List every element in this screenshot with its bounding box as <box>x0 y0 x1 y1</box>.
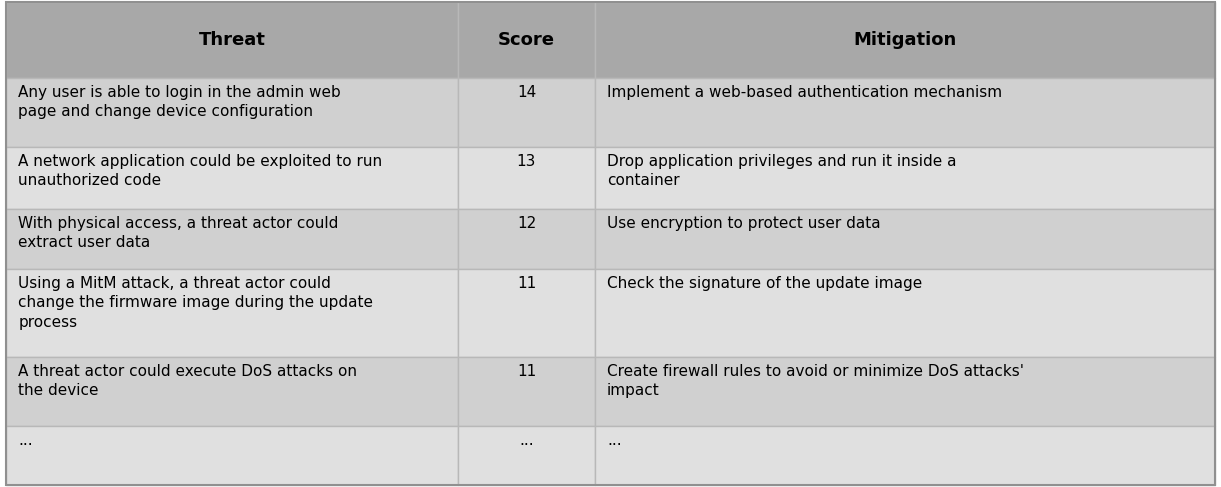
Text: Mitigation: Mitigation <box>853 31 956 49</box>
Bar <box>6 426 458 485</box>
Bar <box>595 269 1215 357</box>
Text: Drop application privileges and run it inside a
container: Drop application privileges and run it i… <box>607 154 956 188</box>
Text: With physical access, a threat actor could
extract user data: With physical access, a threat actor cou… <box>18 216 338 250</box>
Bar <box>458 269 595 357</box>
Text: Using a MitM attack, a threat actor could
change the firmware image during the u: Using a MitM attack, a threat actor coul… <box>18 276 374 330</box>
Text: Any user is able to login in the admin web
page and change device configuration: Any user is able to login in the admin w… <box>18 85 341 119</box>
Text: A threat actor could execute DoS attacks on
the device: A threat actor could execute DoS attacks… <box>18 364 358 398</box>
Bar <box>595 357 1215 426</box>
Text: Use encryption to protect user data: Use encryption to protect user data <box>607 216 880 231</box>
Text: Threat: Threat <box>199 31 266 49</box>
Bar <box>6 357 458 426</box>
Bar <box>595 209 1215 269</box>
Bar <box>458 426 595 485</box>
Bar <box>6 147 458 209</box>
Text: A network application could be exploited to run
unauthorized code: A network application could be exploited… <box>18 154 382 188</box>
Text: Check the signature of the update image: Check the signature of the update image <box>607 276 922 291</box>
Bar <box>458 78 595 147</box>
Bar <box>595 426 1215 485</box>
Text: 12: 12 <box>516 216 536 231</box>
Text: 14: 14 <box>516 85 536 99</box>
Text: ...: ... <box>519 433 534 448</box>
Bar <box>458 147 595 209</box>
Text: Score: Score <box>498 31 556 49</box>
Bar <box>6 209 458 269</box>
Bar <box>595 78 1215 147</box>
Bar <box>6 2 458 78</box>
Bar <box>595 147 1215 209</box>
Text: 11: 11 <box>516 276 536 291</box>
Bar <box>458 357 595 426</box>
Text: Implement a web-based authentication mechanism: Implement a web-based authentication mec… <box>607 85 1002 99</box>
Text: 13: 13 <box>516 154 536 169</box>
Text: ...: ... <box>18 433 33 448</box>
Text: ...: ... <box>607 433 621 448</box>
Bar <box>6 78 458 147</box>
Text: Create firewall rules to avoid or minimize DoS attacks'
impact: Create firewall rules to avoid or minimi… <box>607 364 1024 398</box>
Bar <box>458 2 595 78</box>
Bar <box>458 209 595 269</box>
Bar <box>595 2 1215 78</box>
Text: 11: 11 <box>516 364 536 378</box>
Bar <box>6 269 458 357</box>
